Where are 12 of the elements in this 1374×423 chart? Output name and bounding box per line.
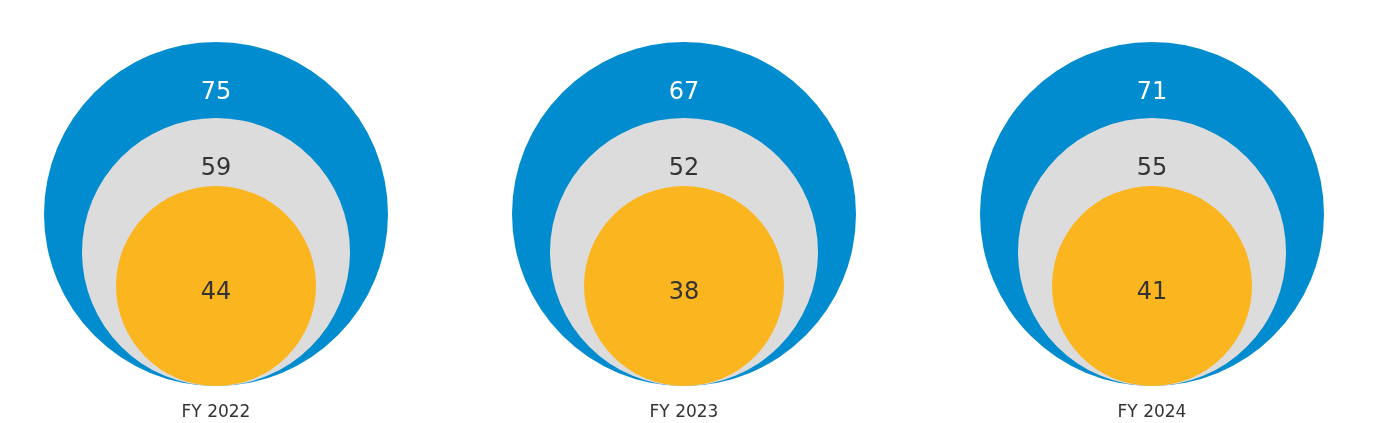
data-label: 55 bbox=[1136, 153, 1168, 181]
data-label: 44 bbox=[200, 277, 232, 305]
data-label: 71 bbox=[1136, 77, 1168, 105]
category-label: FY 2022 bbox=[181, 401, 251, 421]
data-label: 59 bbox=[200, 153, 232, 181]
data-label: 67 bbox=[668, 77, 700, 105]
data-label: 38 bbox=[668, 277, 700, 305]
data-label: 52 bbox=[668, 153, 700, 181]
category-label: FY 2024 bbox=[1117, 401, 1187, 421]
data-label: 75 bbox=[200, 77, 232, 105]
category-label: FY 2023 bbox=[649, 401, 719, 421]
data-label: 41 bbox=[1136, 277, 1168, 305]
